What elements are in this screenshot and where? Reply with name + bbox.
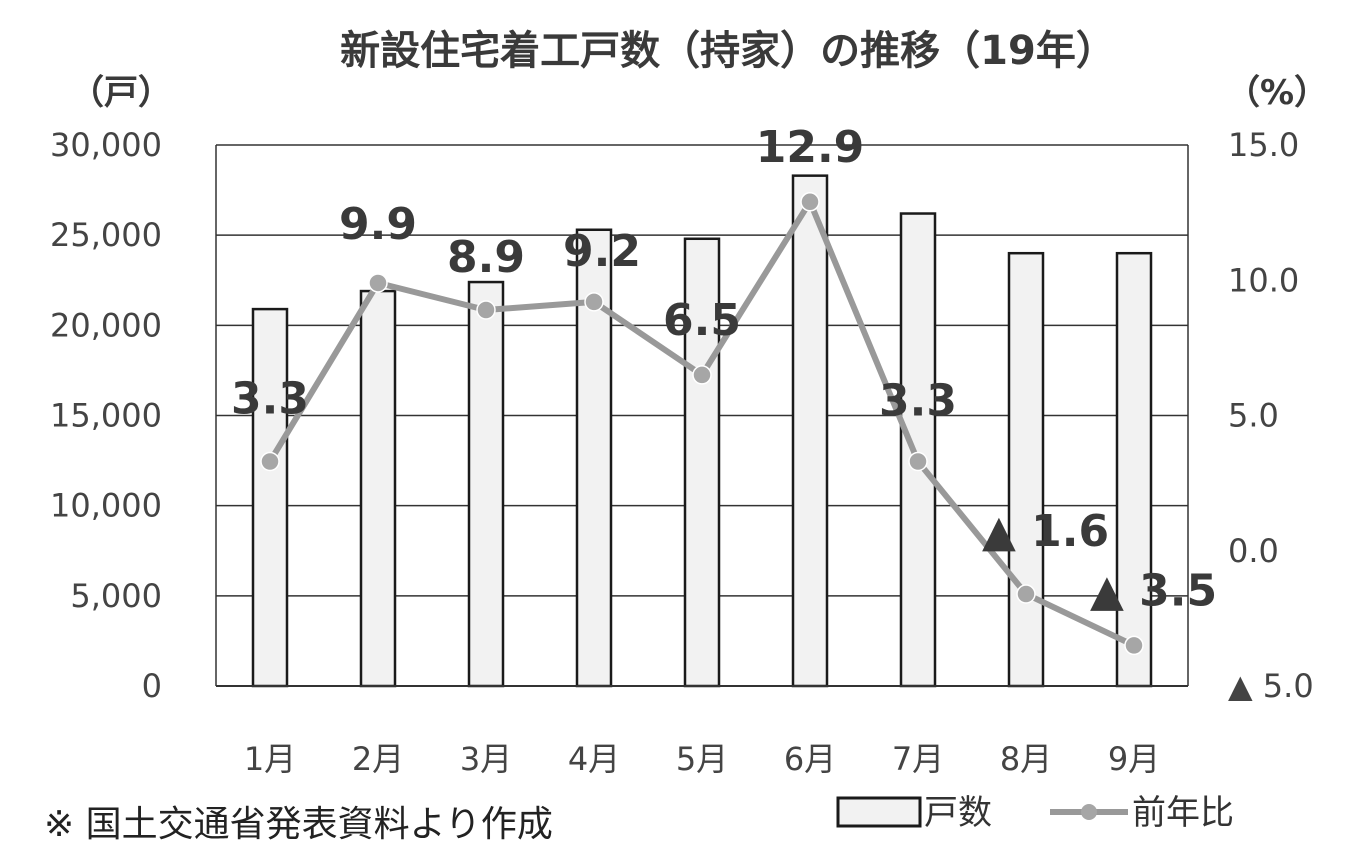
category-label: 6月 (784, 740, 836, 778)
data-labels: 3.3 9.9 8.9 9.2 6.5 12.9 3.3 ▲ 1.6 ▲ 3.5 (231, 122, 1217, 617)
left-tick-label: 10,000 (50, 487, 162, 525)
right-tick-label: ▲ 5.0 (1228, 667, 1314, 705)
category-label: 2月 (352, 740, 404, 778)
line-point (368, 273, 388, 293)
left-tick-label: 25,000 (50, 216, 162, 254)
left-tick-label: 5,000 (70, 577, 162, 615)
category-label: 8月 (1000, 740, 1052, 778)
chart-title: 新設住宅着工戸数（持家）の推移（19年） (340, 28, 1116, 74)
data-label: 6.5 (663, 295, 741, 346)
source-note: ※ 国土交通省発表資料より作成 (44, 804, 553, 845)
line-point (476, 300, 496, 320)
bar (791, 174, 829, 688)
bar (359, 289, 397, 688)
right-tick-label: 15.0 (1228, 126, 1299, 164)
line-point (1016, 584, 1036, 604)
line-point (260, 451, 280, 472)
left-tick-label: 15,000 (50, 397, 162, 435)
legend-bar-label: 戸数 (924, 793, 992, 833)
line-point (692, 365, 712, 385)
data-label: 8.9 (447, 232, 525, 283)
data-label: 3.3 (231, 373, 309, 424)
data-label: 9.2 (563, 226, 641, 277)
line-point (1124, 635, 1144, 656)
right-axis-unit: （%） (1226, 73, 1328, 113)
legend-line-label: 前年比 (1132, 793, 1234, 833)
bar (899, 212, 937, 688)
category-label: 1月 (244, 740, 296, 778)
left-axis-unit: （戸） (70, 73, 172, 113)
data-label: ▲ 1.6 (982, 506, 1109, 557)
line-point (800, 192, 820, 212)
left-tick-label: 0 (142, 667, 162, 705)
line-point (908, 451, 928, 472)
legend: 戸数 前年比 (836, 793, 1234, 833)
bar (467, 280, 505, 688)
right-tick-label: 10.0 (1228, 261, 1299, 299)
axis-ticks: 0 5,000 10,000 15,000 20,000 25,000 30,000 ▲ 5.… (50, 126, 1314, 778)
right-tick-label: 5.0 (1228, 397, 1279, 435)
bar-series (216, 174, 1188, 688)
left-tick-label: 20,000 (50, 306, 162, 344)
data-label: 12.9 (756, 122, 865, 173)
data-label: ▲ 3.5 (1090, 565, 1217, 616)
category-label: 5月 (676, 740, 728, 778)
category-label: 4月 (568, 740, 620, 778)
line-series (260, 192, 1144, 656)
data-label: 3.3 (879, 375, 957, 426)
bar (1007, 251, 1045, 688)
legend-bar-swatch (836, 796, 922, 828)
left-tick-label: 30,000 (50, 126, 162, 164)
line-point (584, 292, 604, 312)
category-label: 3月 (460, 740, 512, 778)
bar (251, 307, 289, 688)
right-tick-label: 0.0 (1228, 532, 1279, 570)
bar (1115, 251, 1153, 688)
data-label: 9.9 (339, 199, 417, 250)
category-label: 9月 (1108, 740, 1160, 778)
category-label: 7月 (892, 740, 944, 778)
legend-line-marker (1081, 804, 1097, 820)
